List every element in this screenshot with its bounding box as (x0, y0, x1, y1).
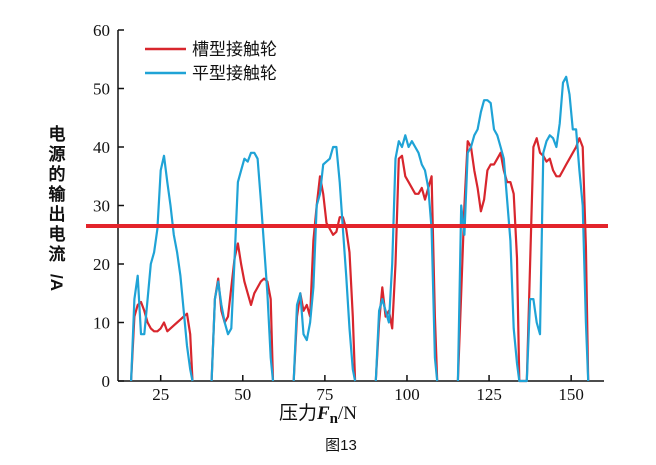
y-axis: 0 10 20 30 40 50 60 (93, 21, 124, 391)
x-tick-label: 25 (152, 385, 169, 404)
figure-caption: 图13 (325, 437, 357, 454)
series-layer (130, 75, 590, 383)
x-axis: 25 50 75 100 125 150 (118, 375, 604, 404)
y-tick-label: 40 (93, 138, 110, 157)
series-line-flat-segment-2 (210, 151, 275, 382)
y-axis-title: 电源的输出电流 (49, 124, 67, 264)
x-axis-title: 压力Fn/N (279, 402, 357, 427)
y-tick-label: 0 (102, 372, 111, 391)
y-tick-label: 50 (93, 80, 110, 99)
y-axis-title-unit: /A (47, 274, 66, 291)
legend: 槽型接触轮 平型接触轮 (145, 40, 277, 83)
y-tick-label: 60 (93, 21, 110, 40)
series-line-flat-segment-1 (130, 154, 194, 382)
x-axis-title-var: F (316, 403, 330, 424)
y-tick-label: 20 (93, 255, 110, 274)
series-line-flat-segment-3 (292, 145, 357, 382)
series-line-trough-segment-1 (130, 300, 194, 382)
x-tick-label: 75 (316, 385, 333, 404)
x-axis-title-prefix: 压力 (279, 402, 317, 424)
series-line-trough-segment-2 (210, 242, 275, 382)
series-line-trough-segment-5 (456, 137, 590, 383)
series-line-flat-segment-4 (374, 134, 439, 382)
x-tick-label: 150 (558, 385, 584, 404)
x-tick-label: 125 (476, 385, 502, 404)
x-tick-label: 50 (234, 385, 251, 404)
y-tick-label: 30 (93, 197, 110, 216)
series-line-flat-segment-5 (456, 75, 590, 383)
x-axis-title-unit: /N (338, 403, 357, 424)
y-tick-label: 10 (93, 314, 110, 333)
x-tick-label: 100 (394, 385, 420, 404)
x-axis-title-sub: n (330, 411, 339, 427)
legend-label-flat: 平型接触轮 (192, 64, 277, 83)
legend-label-trough: 槽型接触轮 (192, 40, 277, 59)
